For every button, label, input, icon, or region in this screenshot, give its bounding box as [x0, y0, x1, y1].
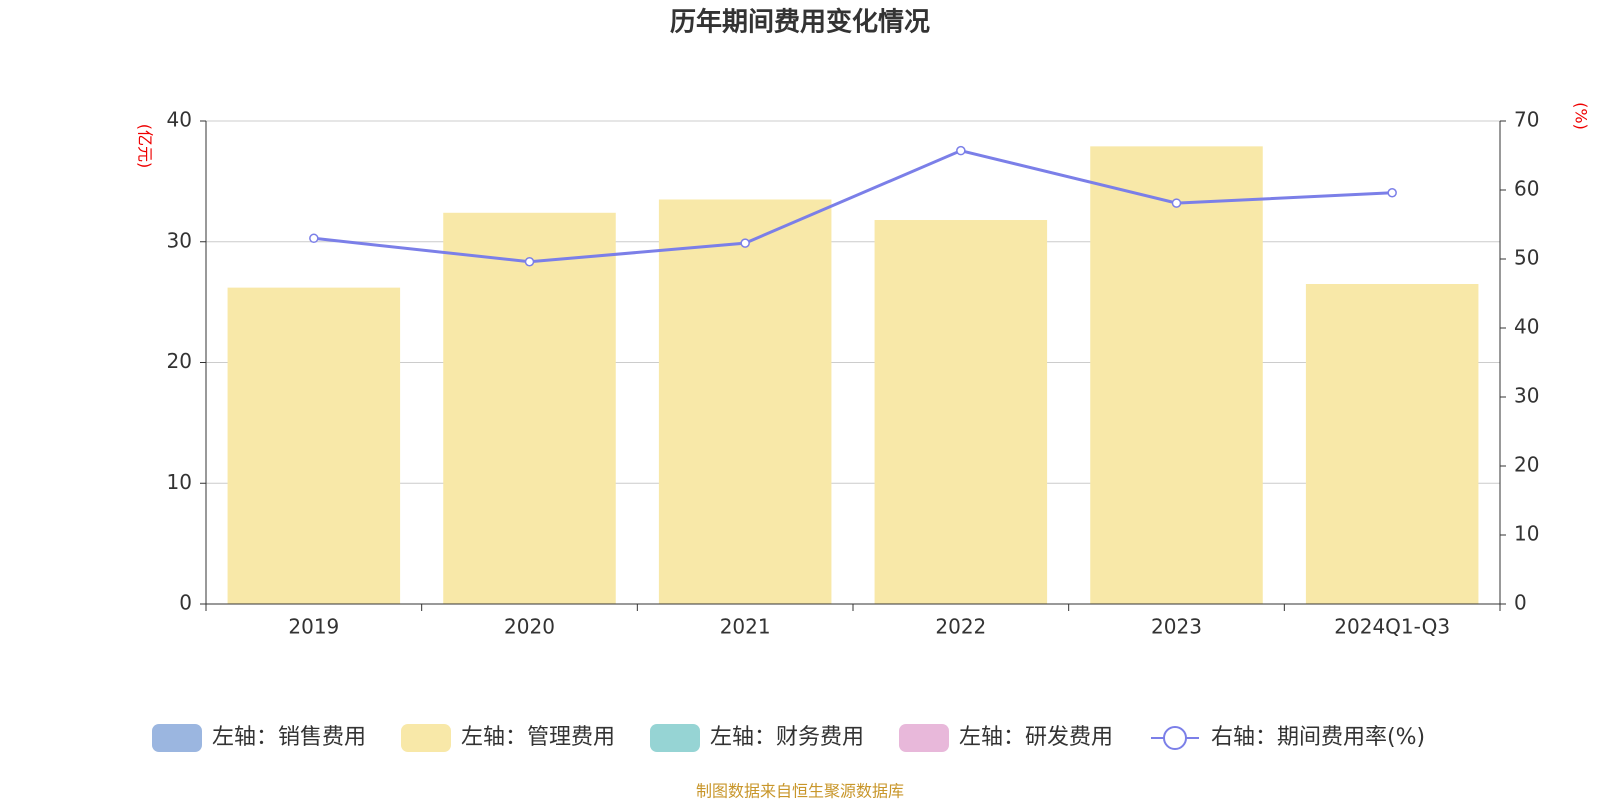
y2-tick-label: 70	[1514, 108, 1539, 132]
y-tick-label: 40	[167, 108, 192, 132]
x-tick-label: 2024Q1-Q3	[1334, 615, 1450, 639]
legend-swatch	[650, 724, 700, 752]
legend-swatch	[152, 724, 202, 752]
y2-tick-label: 10	[1514, 522, 1539, 546]
y2-tick-label: 40	[1514, 315, 1539, 339]
line-point	[1171, 198, 1182, 208]
source-note: 制图数据来自恒生聚源数据库	[696, 782, 904, 800]
line-point	[740, 238, 750, 248]
line	[313, 149, 1393, 264]
line-point	[956, 145, 966, 156]
y-tick-label: 10	[167, 470, 192, 494]
legend-label: 左轴：管理费用	[461, 725, 615, 750]
y-tick-label: 0	[179, 591, 192, 615]
legend-label: 左轴：研发费用	[959, 725, 1113, 750]
bar	[227, 287, 401, 604]
legend-swatch	[401, 724, 451, 752]
legend-label: 左轴：销售费用	[212, 725, 366, 750]
bar	[443, 212, 616, 604]
bar	[658, 199, 832, 605]
line-point	[309, 233, 319, 244]
x-tick-label: 2019	[288, 615, 339, 639]
legend-label: 左轴：财务费用	[710, 725, 864, 750]
legend-label: 右轴：期间费用率(%)	[1211, 725, 1425, 750]
y2-tick-label: 0	[1514, 591, 1527, 615]
legend-symbol	[1163, 726, 1187, 750]
y2-tick-label: 50	[1514, 246, 1539, 270]
x-tick-label: 2023	[1151, 615, 1202, 639]
x-tick-label: 2022	[935, 615, 986, 639]
chart-title: 历年期间费用变化情况	[670, 7, 930, 38]
y-tick-label: 20	[167, 349, 192, 373]
bar	[1305, 284, 1479, 604]
y2-tick-label: 30	[1514, 384, 1539, 408]
y-tick-label: 30	[167, 228, 192, 252]
y2-axis-label: (%)	[1572, 102, 1591, 130]
legend-swatch	[899, 724, 949, 752]
line-point	[524, 257, 535, 267]
bar	[874, 220, 1048, 604]
line-point	[1387, 188, 1397, 198]
bar	[1090, 146, 1263, 605]
y-axis-label: (亿元)	[136, 124, 155, 169]
y2-tick-label: 60	[1514, 177, 1539, 201]
y2-tick-label: 20	[1514, 453, 1539, 477]
x-tick-label: 2020	[504, 615, 555, 639]
x-tick-label: 2021	[720, 615, 771, 639]
